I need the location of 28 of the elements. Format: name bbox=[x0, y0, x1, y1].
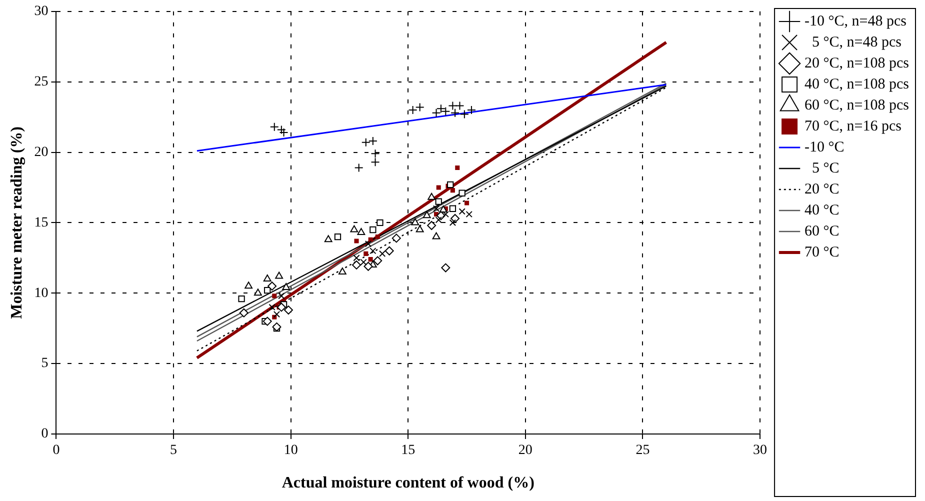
x-tick-label: 30 bbox=[753, 443, 768, 458]
x-tick-label: 25 bbox=[636, 443, 650, 458]
legend-label: 60 °C bbox=[804, 223, 840, 240]
legend-label: 5 °C bbox=[804, 160, 840, 176]
y-tick-label: 10 bbox=[34, 286, 48, 301]
legend-label: 60 °C, n=108 pcs bbox=[804, 97, 910, 114]
y-tick-label: 15 bbox=[34, 215, 48, 230]
legend-label: -10 °C, n=48 pcs bbox=[804, 13, 907, 30]
legend-label: 20 °C, n=108 pcs bbox=[804, 55, 910, 72]
y-tick-label: 25 bbox=[34, 74, 48, 90]
legend-label: 5 °C, n=48 pcs bbox=[804, 34, 902, 50]
legend-label: 70 °C, n=16 pcs bbox=[804, 118, 902, 134]
x-tick-label: 5 bbox=[170, 443, 178, 458]
legend-label: -10 °C bbox=[804, 139, 844, 156]
y-tick-label: 20 bbox=[34, 144, 48, 160]
legend-label: 40 °C, n=108 pcs bbox=[804, 76, 910, 92]
legend-label: 70 °C bbox=[804, 244, 840, 260]
y-axis-title: Moisture meter reading (%) bbox=[8, 126, 26, 319]
x-tick-label: 10 bbox=[284, 443, 298, 458]
x-tick-label: 20 bbox=[518, 443, 532, 458]
legend-label: 20 °C bbox=[804, 181, 840, 198]
y-tick-label: 30 bbox=[34, 4, 48, 20]
x-tick-label: 15 bbox=[401, 443, 416, 458]
legend-label: 40 °C bbox=[804, 202, 840, 218]
y-tick-label: 5 bbox=[41, 356, 48, 372]
x-tick-label: 0 bbox=[52, 443, 60, 458]
x-axis-title: Actual moisture content of wood (%) bbox=[282, 474, 534, 492]
y-tick-label: 0 bbox=[41, 426, 48, 442]
